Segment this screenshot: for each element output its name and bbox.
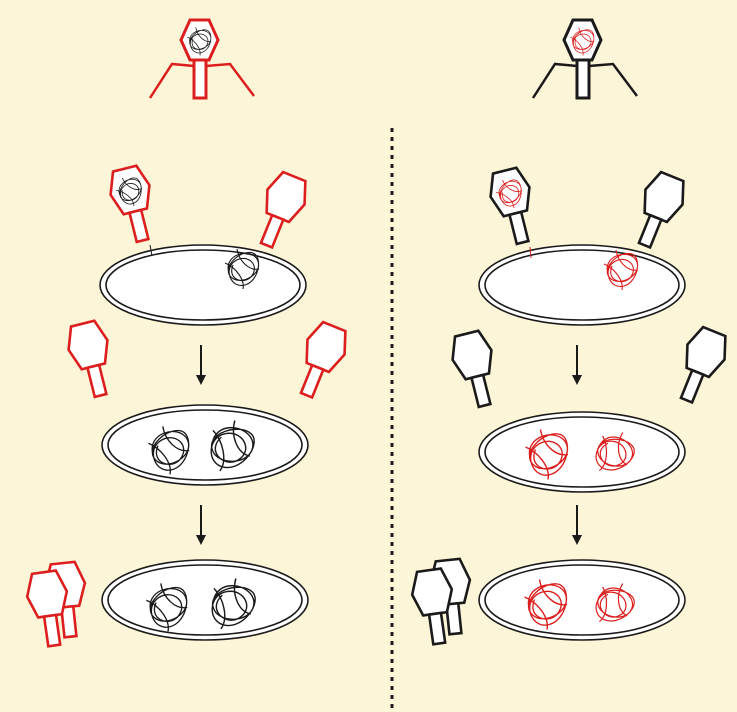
- bacterium-icon: [101, 559, 309, 641]
- phage-icon: [61, 317, 122, 402]
- phage-icon: [103, 162, 164, 247]
- phage-icon: [286, 317, 355, 405]
- arrow-down-icon: [571, 344, 583, 386]
- dna-injection-line: [149, 244, 153, 257]
- bacterium-icon: [101, 404, 309, 486]
- bacterium-icon: [478, 411, 686, 493]
- arrow-down-icon: [195, 504, 207, 546]
- bacterium-icon: [478, 244, 686, 326]
- panel-right: [407, 18, 735, 648]
- phage-icon: [445, 327, 506, 412]
- dna-injection-line: [529, 246, 532, 259]
- bacterium-icon: [99, 244, 307, 326]
- phage-icon: [246, 167, 315, 255]
- arrow-down-icon: [195, 344, 207, 386]
- phage-icon: [483, 164, 544, 249]
- phage-icon: [624, 167, 693, 255]
- arrow-down-icon: [571, 504, 583, 546]
- bacterium-icon: [478, 559, 686, 641]
- phage-icon: [666, 322, 735, 410]
- panel-left: [22, 18, 355, 650]
- phage-icon: [148, 18, 255, 100]
- phage-icon: [531, 18, 638, 100]
